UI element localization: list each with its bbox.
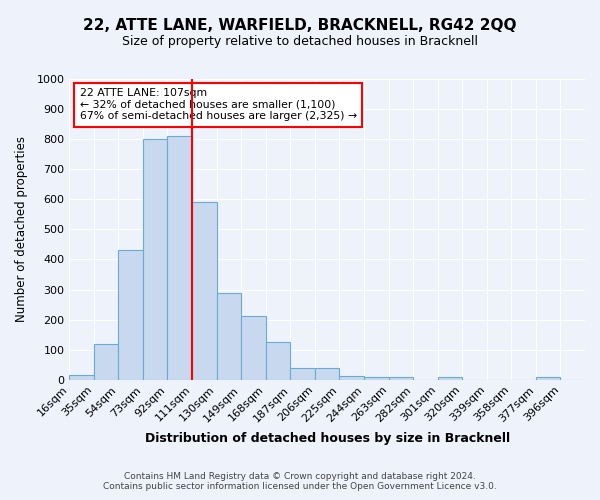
Bar [536,377,560,380]
Bar [437,377,462,380]
Text: Size of property relative to detached houses in Bracknell: Size of property relative to detached ho… [122,35,478,48]
Bar [94,344,118,380]
Bar [143,139,167,380]
Bar [192,202,217,380]
Text: 22 ATTE LANE: 107sqm
← 32% of detached houses are smaller (1,100)
67% of semi-de: 22 ATTE LANE: 107sqm ← 32% of detached h… [80,88,356,121]
Bar [69,374,94,380]
Bar [241,316,266,380]
Text: 22, ATTE LANE, WARFIELD, BRACKNELL, RG42 2QQ: 22, ATTE LANE, WARFIELD, BRACKNELL, RG42… [83,18,517,32]
Bar [266,342,290,380]
Bar [340,376,364,380]
Text: Contains HM Land Registry data © Crown copyright and database right 2024.: Contains HM Land Registry data © Crown c… [124,472,476,481]
Bar [315,368,340,380]
Bar [167,136,192,380]
Text: Contains public sector information licensed under the Open Government Licence v3: Contains public sector information licen… [103,482,497,491]
Bar [290,368,315,380]
Bar [118,250,143,380]
Y-axis label: Number of detached properties: Number of detached properties [15,136,28,322]
X-axis label: Distribution of detached houses by size in Bracknell: Distribution of detached houses by size … [145,432,509,445]
Bar [217,292,241,380]
Bar [389,377,413,380]
Bar [364,377,389,380]
